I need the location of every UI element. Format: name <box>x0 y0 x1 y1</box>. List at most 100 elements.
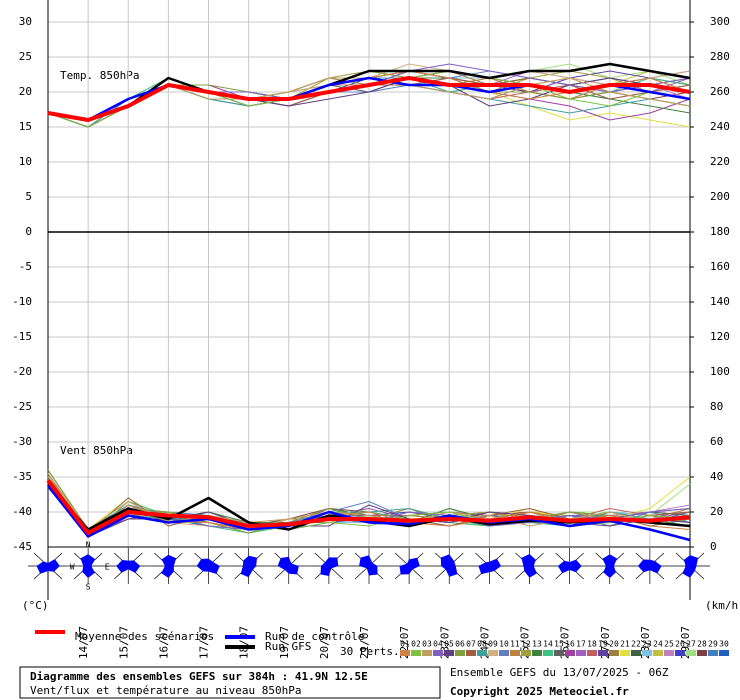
legend-swatch <box>510 650 520 656</box>
legend-label: 07 <box>466 640 476 649</box>
y2-tick-label: 80 <box>710 400 723 413</box>
legend-label: 27 <box>686 640 696 649</box>
panel-label: Temp. 850hPa <box>60 69 139 82</box>
legend-label: 21 <box>620 640 630 649</box>
legend-label: 09 <box>488 640 498 649</box>
legend-label: 10 <box>499 640 509 649</box>
legend-label: 08 <box>477 640 487 649</box>
legend-label: 17 <box>576 640 586 649</box>
legend-label: 11 <box>510 640 520 649</box>
legend-swatch <box>565 650 575 656</box>
y2-tick-label: 280 <box>710 50 730 63</box>
legend-label: 22 <box>631 640 641 649</box>
legend-swatch <box>576 650 586 656</box>
y2-tick-label: 40 <box>710 470 723 483</box>
legend-swatch <box>642 650 652 656</box>
legend-label: 23 <box>642 640 652 649</box>
y-axis-label: (°C) <box>22 599 49 612</box>
rose-shape <box>240 555 257 578</box>
rose-shape <box>36 559 60 574</box>
legend-label: 30 <box>719 640 729 649</box>
legend-swatch <box>708 650 718 656</box>
legend-label: 13 <box>532 640 542 649</box>
legend-swatch <box>433 650 443 656</box>
legend-swatch <box>631 650 641 656</box>
y2-tick-label: 200 <box>710 190 730 203</box>
rose-shape <box>80 554 96 578</box>
legend-swatch <box>697 650 707 656</box>
y2-axis-label: (km/h) <box>705 599 740 612</box>
legend-swatch <box>477 650 487 656</box>
y-tick-label: 15 <box>19 120 32 133</box>
legend-swatch <box>609 650 619 656</box>
rose-label: S <box>86 583 91 592</box>
legend-swatch <box>466 650 476 656</box>
y-tick-label: -30 <box>12 435 32 448</box>
y-tick-label: 10 <box>19 155 32 168</box>
legend-swatch <box>499 650 509 656</box>
series-line <box>47 485 691 542</box>
y-tick-label: -10 <box>12 295 32 308</box>
y-tick-label: 30 <box>19 15 32 28</box>
footer-run: Ensemble GEFS du 13/07/2025 - 06Z <box>450 666 669 679</box>
y2-tick-label: 240 <box>710 120 730 133</box>
legend-label: 20 <box>609 640 619 649</box>
y-tick-label: -25 <box>12 400 32 413</box>
rose-shape <box>399 557 420 575</box>
legend-swatch <box>664 650 674 656</box>
legend-label: Moyenne des scénarios <box>75 630 214 643</box>
rose-label: E <box>105 563 110 572</box>
legend-label: 14 <box>543 640 553 649</box>
legend-swatch <box>532 650 542 656</box>
legend-label: Run de contrôle <box>265 630 364 643</box>
y-tick-label: -15 <box>12 330 32 343</box>
rose-label: W <box>70 563 75 572</box>
legend-swatch <box>675 650 685 656</box>
footer-title: Diagramme des ensembles GEFS sur 384h : … <box>30 670 368 683</box>
legend-label: 01 <box>400 640 410 649</box>
rose-shape <box>637 559 662 574</box>
y2-tick-label: 160 <box>710 260 730 273</box>
y-tick-label: -35 <box>12 470 32 483</box>
legend-swatch <box>686 650 696 656</box>
y2-tick-label: 260 <box>710 85 730 98</box>
panel-label: Vent 850hPa <box>60 444 133 457</box>
legend-swatch <box>400 650 410 656</box>
legend-swatch <box>653 650 663 656</box>
series-line <box>46 479 691 535</box>
rose-label: N <box>86 541 91 550</box>
x-tick-label: 16/07 <box>157 626 170 659</box>
footer-copyright: Copyright 2025 Meteociel.fr <box>450 685 629 698</box>
y-tick-label: -20 <box>12 365 32 378</box>
y2-tick-label: 0 <box>710 540 717 553</box>
wind-roses <box>28 548 710 584</box>
legend-label: 03 <box>422 640 432 649</box>
legend-label: 06 <box>455 640 465 649</box>
x-tick-label: 15/07 <box>117 626 130 659</box>
legend-label: 12 <box>521 640 531 649</box>
y-tick-label: -5 <box>19 260 32 273</box>
y-tick-label: -40 <box>12 505 32 518</box>
y2-tick-label: 120 <box>710 330 730 343</box>
rose-shape <box>359 555 378 576</box>
legend-label: 24 <box>653 640 663 649</box>
rose-shape <box>277 556 299 575</box>
rose-shape <box>682 555 699 578</box>
footer-box <box>19 666 441 699</box>
x-tick-label: 21/07 <box>358 626 371 659</box>
perts-label: 30 Perts. <box>340 645 400 658</box>
x-tick-label: 17/07 <box>198 626 211 659</box>
legend-label: 02 <box>411 640 421 649</box>
y2-tick-label: 300 <box>710 15 730 28</box>
legend-label: 18 <box>587 640 597 649</box>
rose-shape <box>478 558 502 575</box>
rose-shape <box>440 554 458 577</box>
legend-label: 16 <box>565 640 575 649</box>
legend-swatch <box>521 650 531 656</box>
legend-label: 29 <box>708 640 718 649</box>
y-tick-label: -45 <box>12 540 32 553</box>
series-line <box>47 76 691 122</box>
legend-swatch <box>488 650 498 656</box>
